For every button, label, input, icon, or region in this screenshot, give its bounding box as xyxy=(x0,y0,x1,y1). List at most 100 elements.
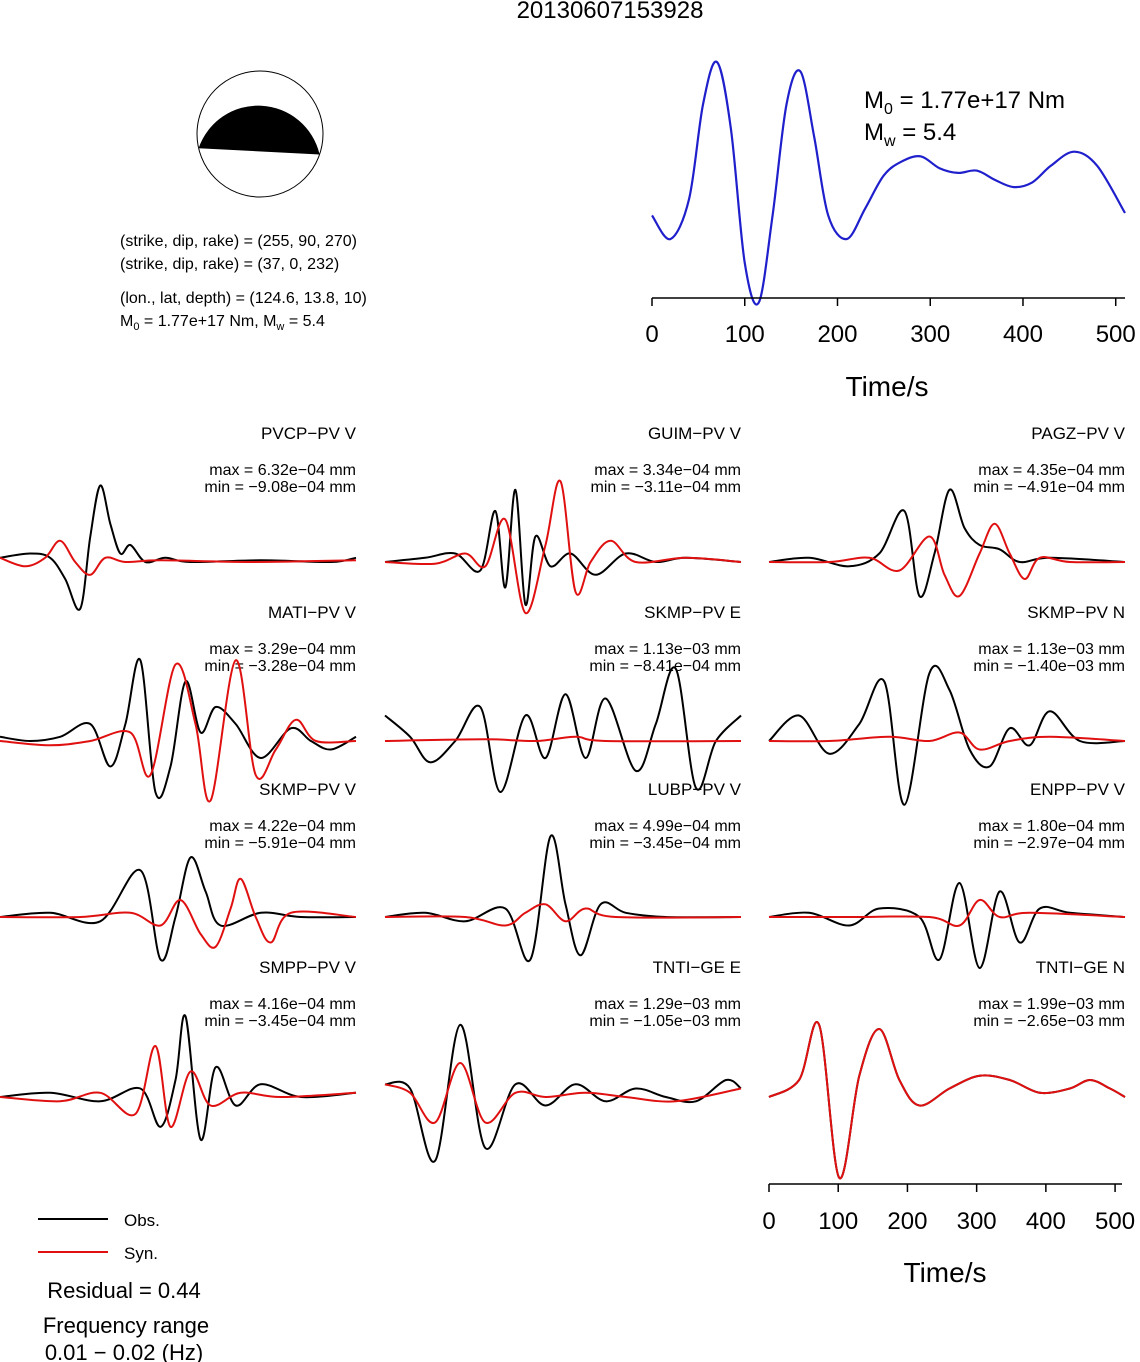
frequency-range-label: Frequency range xyxy=(43,1313,209,1338)
legend-obs-label: Obs. xyxy=(124,1211,160,1230)
synthetic-trace xyxy=(768,522,1126,598)
station-name: TNTI−GE E xyxy=(653,958,741,977)
synthetic-trace xyxy=(0,659,357,803)
m0-subscript: 0 xyxy=(133,321,139,333)
residual-value: Residual = 0.44 xyxy=(47,1278,201,1303)
synthetic-trace xyxy=(0,877,357,949)
waveform-tick-label: 100 xyxy=(818,1208,858,1235)
observed-trace xyxy=(0,657,357,800)
observed-trace xyxy=(384,834,742,963)
station-name: MATI−PV V xyxy=(268,603,357,622)
station-min: min = −2.97e−04 mm xyxy=(973,835,1125,852)
station-min: min = −1.40e−03 mm xyxy=(973,658,1125,675)
waveform-time-axis: 0 100 200 300 400 500 xyxy=(762,1183,1135,1235)
stf-m0-prefix: M xyxy=(864,87,884,114)
waveform-axis-label: Time/s xyxy=(904,1257,987,1288)
observed-trace xyxy=(384,666,742,794)
station-max: max = 4.22e−04 mm xyxy=(209,818,356,835)
legend: Obs. Syn. xyxy=(38,1211,160,1263)
station-min: min = −3.45e−04 mm xyxy=(204,1013,356,1030)
station-min: min = −5.91e−04 mm xyxy=(204,835,356,852)
station-min: min = −2.65e−03 mm xyxy=(973,1013,1125,1030)
synthetic-trace xyxy=(384,1061,742,1124)
stf-tick-label: 300 xyxy=(910,321,950,348)
synthetic-trace xyxy=(768,731,1126,751)
station-max: max = 1.13e−03 mm xyxy=(594,641,741,658)
station-name: ENPP−PV V xyxy=(1030,780,1126,799)
synthetic-trace xyxy=(769,899,1126,927)
stf-mw-subscript: w xyxy=(883,133,896,150)
station-name: PVCP−PV V xyxy=(261,424,357,443)
stf-tick-label: 100 xyxy=(725,321,765,348)
waveform-tick-label: 0 xyxy=(762,1208,775,1235)
legend-syn-label: Syn. xyxy=(124,1244,158,1263)
stf-tick-label: 200 xyxy=(817,321,857,348)
stf-tick-label: 0 xyxy=(645,321,658,348)
station-max: max = 1.99e−03 mm xyxy=(978,996,1125,1013)
station-min: min = −9.08e−04 mm xyxy=(204,479,356,496)
station-max: max = 3.29e−04 mm xyxy=(209,641,356,658)
station-max: max = 1.13e−03 mm xyxy=(978,641,1125,658)
nodal-plane-1: (strike, dip, rake) = (255, 90, 270) xyxy=(120,233,357,250)
mw-subscript: w xyxy=(275,321,284,333)
stf-mw: Mw = 5.4 xyxy=(864,119,956,150)
station-min: min = −4.91e−04 mm xyxy=(973,479,1125,496)
station-max: max = 4.99e−04 mm xyxy=(594,818,741,835)
m0-value: = 1.77e+17 Nm, M xyxy=(139,313,276,330)
station-name: LUBP−PV V xyxy=(648,780,742,799)
observed-trace xyxy=(768,664,1126,806)
waveform-tick-label: 500 xyxy=(1095,1208,1135,1235)
figure-title: 20130607153928 xyxy=(517,0,704,24)
station-name: PAGZ−PV V xyxy=(1031,424,1125,443)
station-min: min = −3.28e−04 mm xyxy=(204,658,356,675)
synthetic-trace xyxy=(384,903,742,927)
stf-axis-label: Time/s xyxy=(846,371,929,402)
observed-trace xyxy=(0,1014,357,1141)
source-time-function-panel: M0 = 1.77e+17 Nm Mw = 5.4 0 100 200 300 400 5… xyxy=(645,60,1136,402)
station-name: SMPP−PV V xyxy=(259,958,357,977)
synthetic-trace xyxy=(0,1044,357,1128)
station-max: max = 6.32e−04 mm xyxy=(209,462,356,479)
station-max: max = 4.35e−04 mm xyxy=(978,462,1125,479)
station-max: max = 4.16e−04 mm xyxy=(209,996,356,1013)
synthetic-trace xyxy=(384,735,742,743)
waveform-tick-label: 200 xyxy=(887,1208,927,1235)
stf-time-axis: 0 100 200 300 400 500 xyxy=(645,297,1136,348)
stf-m0-value: = 1.77e+17 Nm xyxy=(893,87,1065,114)
station-name: GUIM−PV V xyxy=(648,424,742,443)
nodal-plane-2: (strike, dip, rake) = (37, 0, 232) xyxy=(120,256,339,273)
beachball-diagram xyxy=(196,70,324,198)
stf-mw-value: = 5.4 xyxy=(896,119,957,146)
station-min: min = −3.11e−04 mm xyxy=(591,479,741,496)
frequency-range-value: 0.01 − 0.02 (Hz) xyxy=(45,1340,203,1362)
observed-trace xyxy=(384,488,742,606)
mw-value: = 5.4 xyxy=(284,313,325,330)
observed-trace xyxy=(0,856,357,962)
observed-trace xyxy=(384,1023,742,1163)
stf-mw-prefix: M xyxy=(864,119,884,146)
station-min: min = −8.41e−04 mm xyxy=(589,658,741,675)
focal-parameters: (strike, dip, rake) = (255, 90, 270) (st… xyxy=(120,233,367,333)
station-min: min = −3.45e−04 mm xyxy=(589,835,741,852)
synthetic-trace xyxy=(0,539,357,576)
stf-tick-label: 500 xyxy=(1096,321,1136,348)
stf-curve xyxy=(651,60,1126,306)
station-name: TNTI−GE N xyxy=(1036,958,1125,977)
stf-m0-subscript: 0 xyxy=(884,101,893,118)
station-max: max = 1.80e−04 mm xyxy=(978,818,1125,835)
station-name: SKMP−PV E xyxy=(644,603,741,622)
waveform-tick-label: 400 xyxy=(1026,1208,1066,1235)
synthetic-trace xyxy=(768,1021,1126,1180)
